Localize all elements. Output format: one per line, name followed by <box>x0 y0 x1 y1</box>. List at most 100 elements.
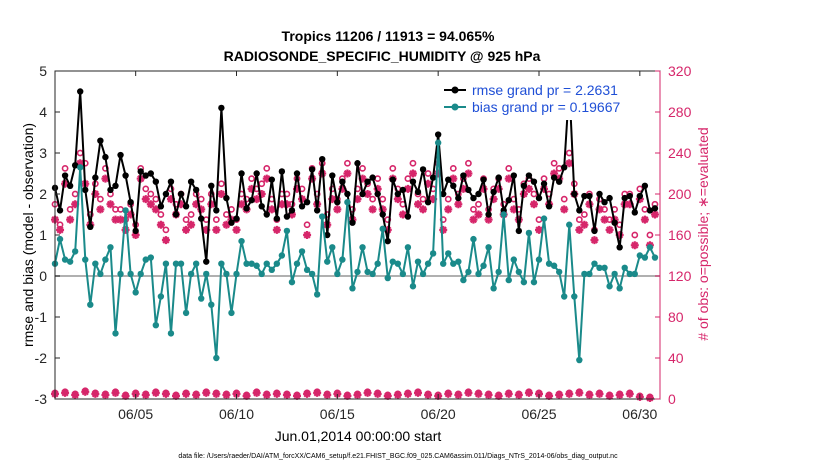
rmse-point <box>374 190 381 198</box>
obs-evaluated-marker-stroke <box>172 392 180 400</box>
obs-evaluated-marker <box>565 159 574 168</box>
bias-point <box>621 264 628 271</box>
obs-evaluated-marker <box>141 390 150 399</box>
obs-evaluated-marker-stroke <box>414 200 422 208</box>
obs-evaluated-marker-stroke <box>232 226 241 234</box>
x-tick-label: 06/25 <box>521 406 556 422</box>
obs-possible-marker <box>344 159 351 167</box>
rmse-point <box>147 170 154 177</box>
bias-point <box>374 260 381 267</box>
obs-evaluated-marker-stroke <box>424 391 432 399</box>
obs-evaluated-marker-stroke <box>177 200 185 208</box>
rmse-point <box>429 174 437 181</box>
obs-evaluated-marker <box>484 390 493 399</box>
obs-evaluated-marker-stroke <box>626 390 634 398</box>
obs-evaluated-marker-stroke <box>454 391 462 399</box>
obs-evaluated-marker-stroke <box>56 226 64 234</box>
rmse-point <box>283 213 291 220</box>
obs-evaluated-marker-stroke <box>61 389 69 397</box>
rmse-point <box>450 182 457 189</box>
bias-point <box>208 301 215 308</box>
obs-evaluated-marker-stroke <box>394 195 402 203</box>
obs-evaluated-marker-stroke <box>525 185 533 193</box>
obs-evaluated-marker <box>414 388 422 397</box>
legend-rmse-marker <box>451 86 459 94</box>
obs-evaluated-marker <box>343 169 352 178</box>
rmse-point <box>409 178 417 185</box>
obs-evaluated-marker-stroke <box>71 200 79 208</box>
bias-point <box>152 322 160 329</box>
rmse-point <box>525 172 533 179</box>
obs-evaluated-marker-stroke <box>545 392 553 400</box>
obs-evaluated-marker-stroke <box>595 390 604 398</box>
obs-evaluated-marker-stroke <box>474 390 483 398</box>
obs-evaluated-marker <box>595 389 604 398</box>
obs-possible-marker <box>61 164 69 172</box>
x-tick-label: 06/15 <box>320 406 355 422</box>
bias-point <box>127 270 134 278</box>
obs-possible-marker <box>465 159 472 167</box>
obs-evaluated-marker <box>182 225 191 234</box>
obs-evaluated-marker <box>645 393 654 402</box>
obs-evaluated-marker-stroke <box>641 216 649 224</box>
obs-evaluated-marker-stroke <box>333 205 341 213</box>
bias-point <box>606 283 613 290</box>
obs-evaluated-marker-stroke <box>535 390 543 398</box>
obs-evaluated-marker <box>187 220 196 229</box>
obs-evaluated-marker <box>333 205 342 214</box>
bias-point <box>636 252 644 259</box>
obs-evaluated-marker-stroke <box>333 390 341 398</box>
obs-evaluated-marker <box>514 390 523 399</box>
bias-point <box>460 276 467 284</box>
obs-evaluated-marker-stroke <box>66 216 74 224</box>
rmse-point <box>112 182 119 189</box>
rmse-point <box>576 207 583 214</box>
obs-evaluated-marker-stroke <box>162 236 170 244</box>
x-tick-label: 06/20 <box>421 406 456 422</box>
bias-point <box>641 254 649 261</box>
rmse-point <box>419 166 427 173</box>
obs-evaluated-marker-stroke <box>253 389 261 397</box>
rmse-point <box>571 190 578 198</box>
rmse-point <box>434 131 442 138</box>
obs-evaluated-marker <box>529 200 538 209</box>
rmse-point <box>273 215 281 222</box>
obs-evaluated-marker-stroke <box>394 391 402 399</box>
obs-evaluated-marker-stroke <box>212 390 220 398</box>
obs-evaluated-marker-stroke <box>162 390 170 398</box>
rmse-point <box>414 188 422 196</box>
obs-possible-marker <box>646 231 654 239</box>
obs-evaluated-marker <box>111 388 120 397</box>
y-left-tick-label: 1 <box>39 227 47 243</box>
obs-evaluated-marker-stroke <box>565 390 573 398</box>
obs-possible-marker <box>197 195 205 203</box>
rmse-point <box>258 203 265 210</box>
obs-possible-marker <box>505 164 513 172</box>
rmse-point <box>66 182 74 189</box>
obs-evaluated-marker <box>368 205 377 214</box>
chart-subtitle: RADIOSONDE_SPECIFIC_HUMIDITY @ 925 hPa <box>224 48 541 64</box>
obs-evaluated-marker-stroke <box>182 226 190 234</box>
rmse-point <box>92 174 99 181</box>
bias-point <box>616 285 623 292</box>
obs-evaluated-marker-stroke <box>343 392 352 400</box>
bias-point <box>540 215 548 222</box>
obs-evaluated-marker-stroke <box>253 195 261 203</box>
bias-point <box>298 248 306 255</box>
rmse-point <box>349 219 356 226</box>
obs-evaluated-marker <box>272 225 281 234</box>
bias-point <box>394 260 402 267</box>
obs-evaluated-marker <box>66 215 75 224</box>
rmse-point <box>293 170 301 177</box>
obs-possible-marker <box>530 190 538 198</box>
rmse-point <box>248 196 255 204</box>
bias-point <box>218 260 225 267</box>
rmse-point <box>394 190 402 198</box>
rmse-point <box>298 203 306 210</box>
bias-point <box>283 227 291 235</box>
obs-evaluated-marker <box>630 241 639 250</box>
rmse-point <box>530 178 538 185</box>
legend-box <box>440 80 640 120</box>
rmse-point <box>480 176 487 183</box>
obs-evaluated-marker <box>454 390 463 399</box>
